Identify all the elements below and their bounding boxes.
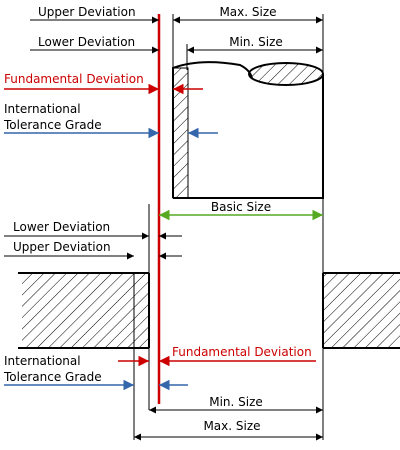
shaft-tolerance-zone — [172, 67, 189, 199]
basic-size-label: Basic Size — [211, 200, 271, 214]
upper-deviation-bottom-label: Upper Deviation — [13, 240, 111, 254]
max-size-bottom-label: Max. Size — [203, 419, 260, 433]
shaft — [172, 61, 324, 199]
hole-tolerance-zone — [133, 272, 150, 349]
hole-wall-left — [22, 273, 134, 348]
max-size-top-label: Max. Size — [219, 5, 276, 19]
itg-top-label-line2: Tolerance Grade — [3, 118, 102, 132]
itg-bottom-label-line2: Tolerance Grade — [3, 370, 102, 384]
lower-deviation-bottom-label: Lower Deviation — [13, 220, 110, 234]
hole — [18, 272, 400, 349]
hole-wall-right — [323, 273, 400, 348]
itg-bottom-label-line1: International — [4, 354, 81, 368]
min-size-top-label: Min. Size — [229, 35, 283, 49]
shaft-end-ellipse — [248, 62, 324, 86]
itg-top-label-line1: International — [4, 102, 81, 116]
fundamental-deviation-top-label: Fundamental Deviation — [4, 72, 144, 86]
fundamental-deviation-bottom-label: Fundamental Deviation — [172, 345, 312, 359]
lower-deviation-top-label: Lower Deviation — [38, 35, 135, 49]
min-size-bottom-label: Min. Size — [209, 395, 263, 409]
upper-deviation-top-label: Upper Deviation — [38, 5, 136, 19]
